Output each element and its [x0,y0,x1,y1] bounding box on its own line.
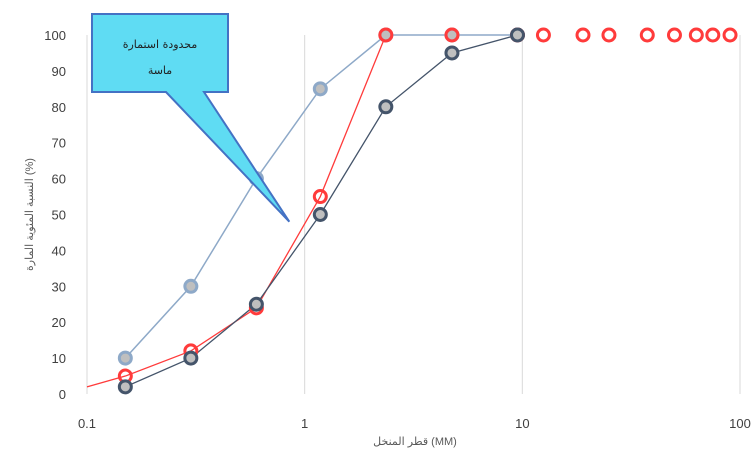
y-tick-label-3: 30 [52,279,66,294]
y-tick-label-9: 90 [52,64,66,79]
y-tick-label-4: 40 [52,243,66,258]
y-tick-label-5: 50 [52,208,66,223]
series-1-point-11 [666,27,682,43]
series-2-point-6 [509,27,525,43]
series-1-point-8 [575,27,591,43]
grid-lines [86,35,741,394]
series-1-point-5 [444,27,460,43]
y-tick-label-2: 20 [52,315,66,330]
series-0-point-3 [312,81,328,97]
callout-text-line-2: ماسة [148,64,172,77]
callout: محدودة استمارة ماسة [91,13,291,223]
series-1-point-10 [639,27,655,43]
y-tick-labels: 0 10 20 30 40 50 60 70 80 90 100 [44,28,66,402]
y-tick-label-1: 10 [52,351,66,366]
series-0-point-1 [183,278,199,294]
x-axis-label: قطر المنخل (MM) [373,436,457,448]
x-tick-label-0: 0.1 [78,416,96,431]
series-2-point-5 [444,45,460,61]
y-tick-label-10: 100 [44,28,66,43]
y-tick-label-7: 70 [52,136,66,151]
series-2-point-4 [378,99,394,115]
series-0-point-0 [117,350,133,366]
series-1-point-12 [688,27,704,43]
series-1-point-4 [378,27,394,43]
y-tick-label-0: 0 [59,387,66,402]
callout-shape [91,13,291,223]
series-layer [86,27,738,395]
y-tick-label-6: 60 [52,172,66,187]
x-tick-label-2: 10 [515,416,529,431]
series-2-point-2 [248,296,264,312]
series-2-point-3 [312,207,328,222]
y-tick-label-8: 80 [52,100,66,115]
series-1-point-13 [705,27,721,43]
series-1-point-3 [312,189,328,205]
series-1-point-9 [601,27,617,43]
series-2-point-0 [117,379,133,395]
x-tick-label-3: 100 [729,416,751,431]
y-axis-label: النسبة المئوية المارة (%) [24,158,36,271]
series-1-point-7 [535,27,551,43]
x-tick-label-1: 1 [301,416,308,431]
callout-text-line-1: محدودة استمارة [123,38,198,51]
series-1-point-14 [722,27,738,43]
series-2-point-1 [183,350,199,366]
x-tick-labels: 0.1 1 10 100 [78,416,751,431]
